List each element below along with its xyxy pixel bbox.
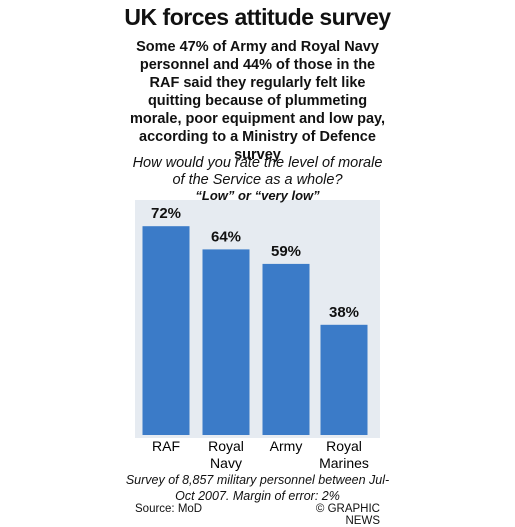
bar [142,226,190,435]
question-subtitle: “Low” or “very low” [195,188,320,203]
credit: © GRAPHIC NEWS [315,503,380,527]
source: Source: MoD [135,503,203,515]
value-label: 38% [329,304,359,321]
x-tick-label: Army [269,438,303,454]
x-tick-label: Royal Navy [208,438,244,471]
x-tick-label: RAF [152,438,180,454]
bar [262,263,310,435]
bar [202,249,250,435]
value-label: 72% [151,205,181,222]
chart-title: UK forces attitude survey [124,4,391,30]
value-label: 59% [271,243,301,260]
x-tick-label: Royal Marines [319,438,369,471]
note: Survey of 8,857 military personnel betwe… [125,473,390,503]
question: How would you rate the level of morale o… [132,155,383,188]
bar [320,324,368,435]
value-label: 64% [211,228,241,245]
subtitle: Some 47% of Army and Royal Navy personne… [129,39,386,163]
